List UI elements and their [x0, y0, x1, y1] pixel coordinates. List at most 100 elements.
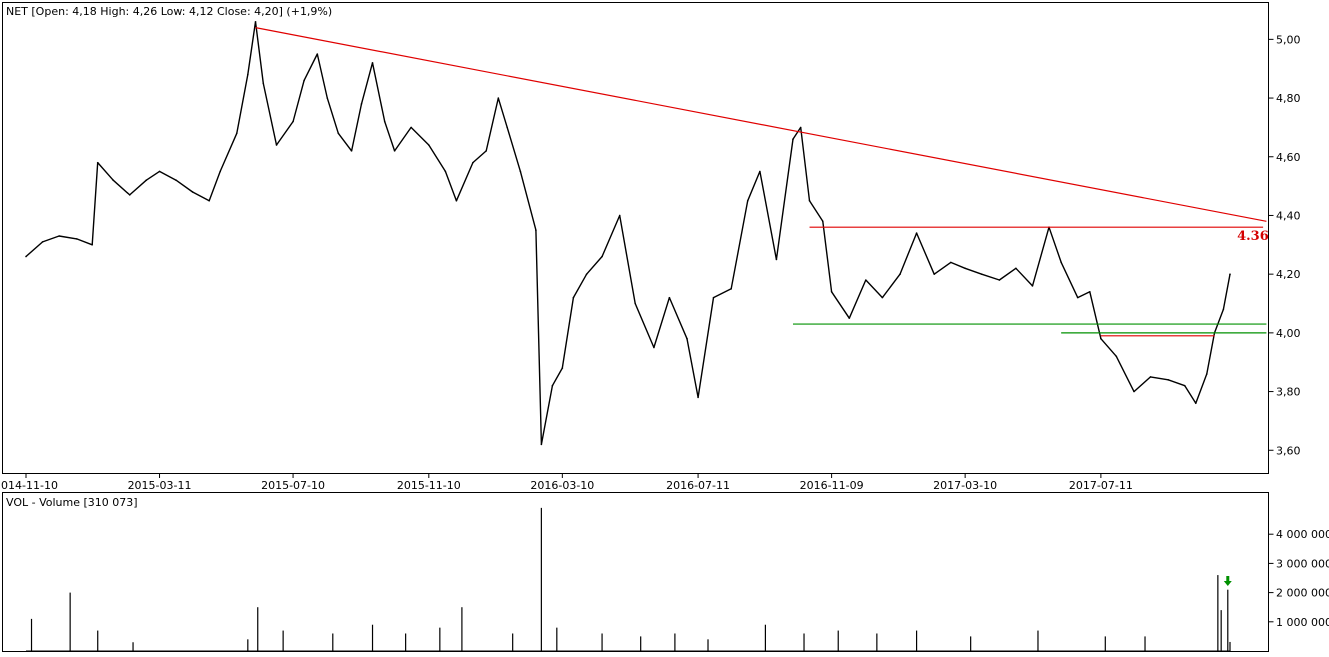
- price-point: [1031, 285, 1034, 287]
- price-point: [730, 288, 732, 290]
- price-point: [145, 179, 148, 182]
- y-tick-label: 3,60: [1276, 444, 1301, 457]
- price-point: [175, 179, 177, 182]
- price-point: [668, 296, 671, 299]
- price-point: [337, 132, 340, 135]
- price-point: [128, 194, 131, 196]
- price-point: [393, 150, 396, 152]
- price-point: [1149, 376, 1152, 378]
- y-tick-label: 4,40: [1276, 209, 1301, 222]
- price-point: [1060, 261, 1062, 264]
- price-header: NET [Open: 4,18 High: 4,26 Low: 4,12 Clo…: [6, 5, 332, 18]
- y-tick-label: 4,80: [1276, 92, 1301, 105]
- price-point: [1229, 273, 1231, 275]
- price-point: [601, 255, 603, 258]
- price-point: [75, 238, 78, 240]
- price-point: [1133, 390, 1135, 393]
- price-point: [235, 132, 238, 135]
- vol-y-tick-label: 4 000 000: [1276, 528, 1329, 541]
- price-point: [821, 220, 824, 223]
- price-point: [540, 443, 543, 446]
- vol-y-tick-label: 2 000 000: [1276, 587, 1329, 600]
- x-tick-label: 2017-03-10: [933, 479, 997, 492]
- vol-y-tick-label: 3 000 000: [1276, 557, 1329, 570]
- price-point: [91, 244, 94, 246]
- price-point: [428, 144, 430, 146]
- price-point: [551, 384, 554, 387]
- price-point: [686, 337, 688, 340]
- price-point: [634, 302, 636, 305]
- price-point: [759, 170, 761, 173]
- price-point: [1222, 308, 1225, 311]
- price-point: [96, 161, 99, 164]
- x-tick-label: 2015-07-10: [261, 479, 325, 492]
- price-point: [865, 279, 867, 281]
- price-point: [899, 273, 901, 275]
- price-point: [1183, 384, 1186, 387]
- price-point: [254, 20, 257, 23]
- price-series-line: [25, 21, 1231, 445]
- price-point: [1167, 379, 1169, 381]
- price-point: [326, 97, 329, 99]
- price-point: [455, 199, 458, 202]
- price-point: [208, 199, 210, 202]
- price-point: [1015, 267, 1017, 270]
- price-panel: [2, 2, 1269, 474]
- price-point: [41, 241, 44, 243]
- price-point: [58, 235, 60, 237]
- price-point: [799, 126, 802, 129]
- price-point: [303, 79, 305, 82]
- price-point: [949, 261, 952, 264]
- price-point: [158, 170, 161, 173]
- y-tick-label: 5,00: [1276, 33, 1301, 46]
- price-point: [191, 191, 194, 193]
- price-point: [497, 97, 500, 99]
- x-tick-label: 2016-07-11: [666, 479, 730, 492]
- price-point: [746, 199, 749, 202]
- price-point: [1206, 373, 1208, 375]
- x-tick-label: 2015-03-11: [128, 479, 192, 492]
- y-tick-label: 4,00: [1276, 327, 1301, 340]
- price-point: [316, 53, 319, 55]
- price-point: [653, 346, 655, 349]
- price-point: [485, 150, 487, 152]
- price-point: [830, 290, 833, 293]
- price-point: [371, 62, 374, 64]
- level-label: 4.36: [1237, 229, 1269, 244]
- price-point: [585, 273, 588, 275]
- price-point: [410, 126, 412, 129]
- price-point: [472, 161, 474, 164]
- price-point: [998, 279, 1001, 281]
- x-tick-label: 2017-07-11: [1069, 479, 1133, 492]
- price-point: [964, 267, 966, 270]
- resistance-trendline: [255, 27, 1267, 222]
- price-point: [112, 179, 114, 182]
- price-point: [1100, 337, 1102, 340]
- price-point: [808, 199, 811, 202]
- price-point: [915, 232, 918, 234]
- price-point: [1115, 355, 1118, 358]
- price-point: [1076, 296, 1079, 299]
- price-point: [881, 296, 884, 299]
- price-point: [25, 255, 27, 258]
- price-point: [1089, 290, 1091, 293]
- x-tick-label: 2016-03-10: [530, 479, 594, 492]
- price-point: [933, 273, 936, 275]
- price-point: [360, 103, 363, 105]
- price-point: [262, 82, 265, 85]
- price-point: [444, 170, 447, 173]
- price-point: [572, 296, 575, 299]
- x-tick-label: 2016-11-09: [800, 479, 864, 492]
- price-point: [775, 258, 778, 261]
- y-tick-label: 4,20: [1276, 268, 1301, 281]
- price-point: [561, 367, 564, 369]
- price-point: [1194, 402, 1197, 405]
- price-point: [383, 120, 386, 123]
- price-point: [980, 273, 983, 275]
- price-point: [292, 120, 294, 123]
- y-tick-label: 3,80: [1276, 386, 1301, 399]
- price-point: [519, 170, 522, 173]
- price-point: [275, 144, 278, 146]
- x-tick-label: 2014-11-10: [0, 479, 58, 492]
